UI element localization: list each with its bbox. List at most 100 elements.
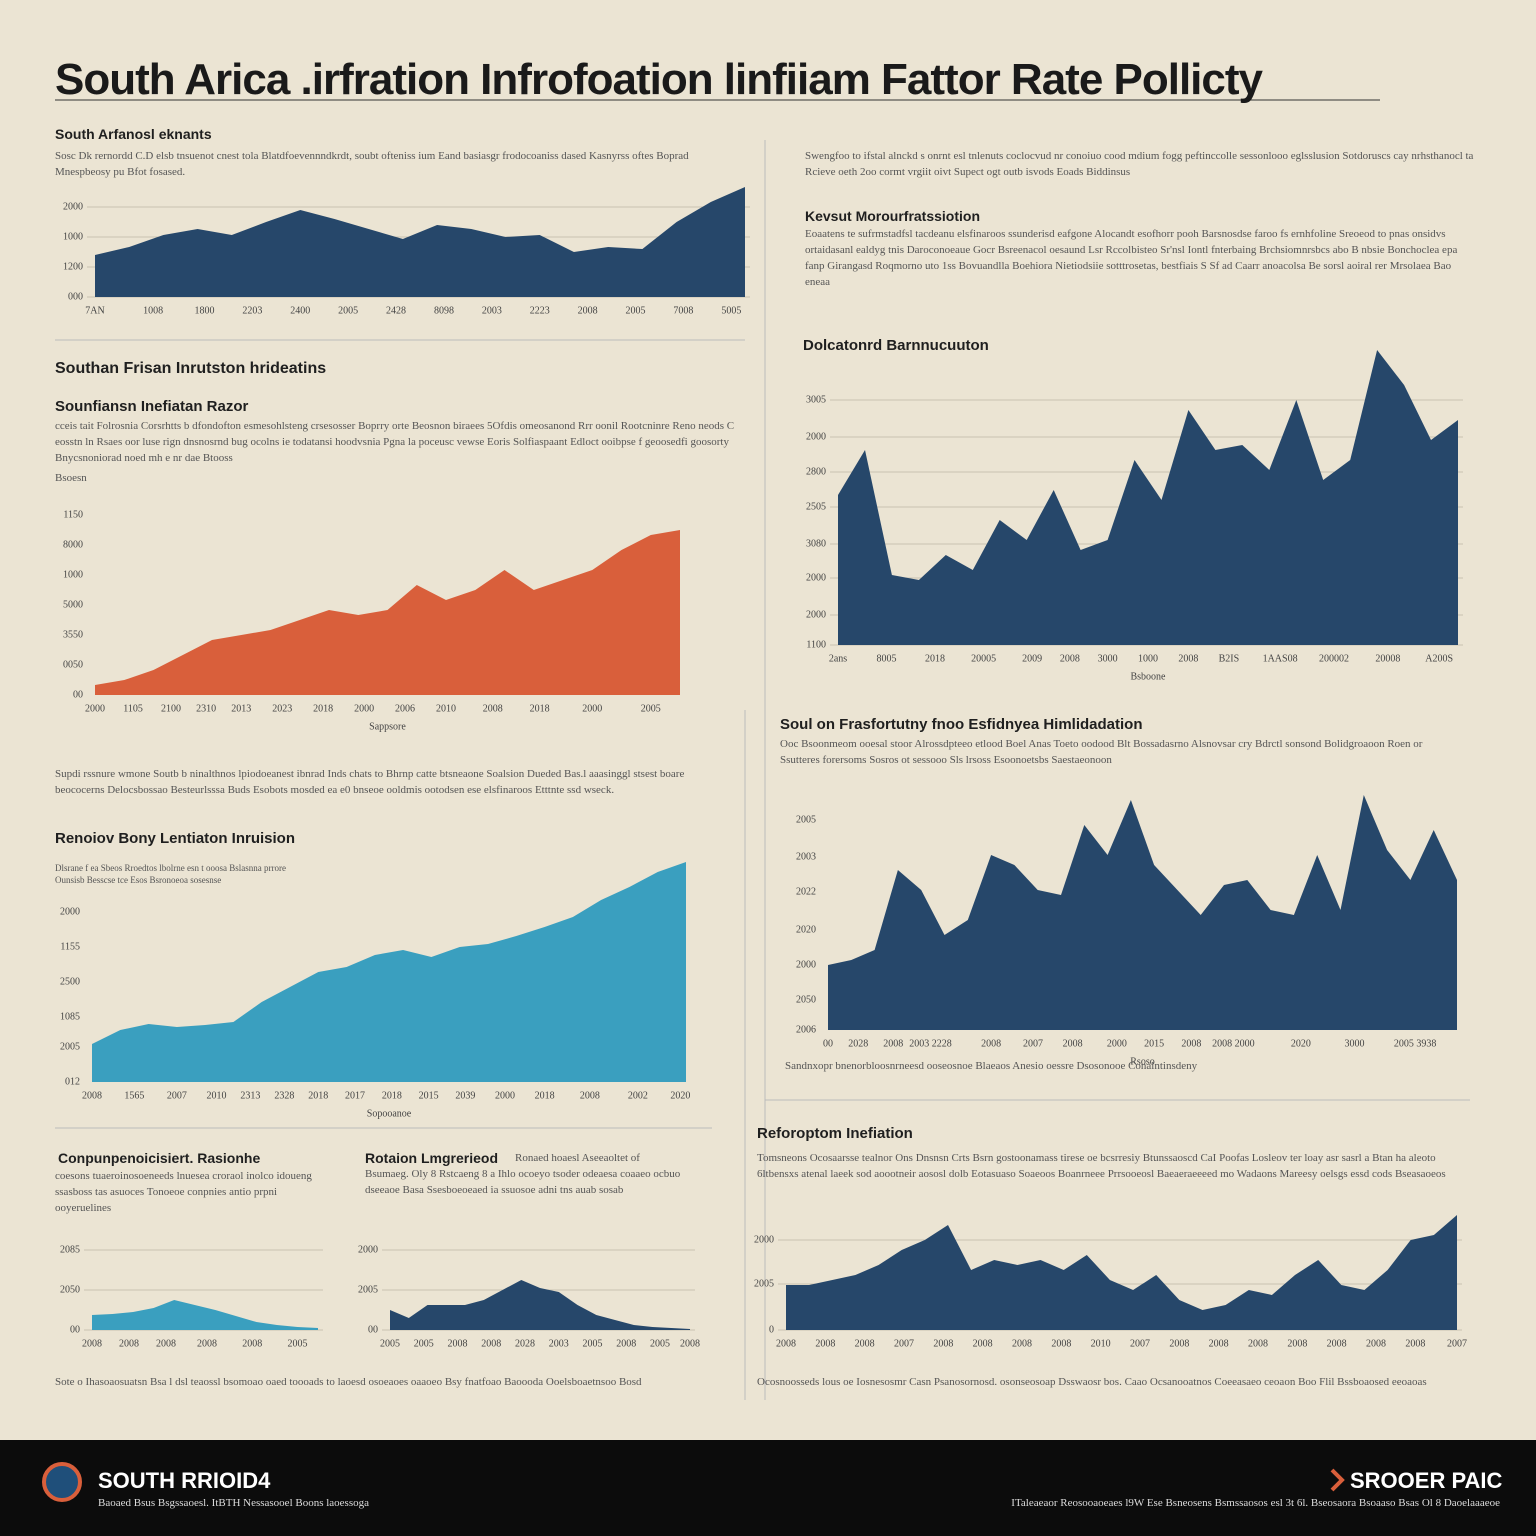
x-tick-label: 2008 [119, 1338, 139, 1349]
area [92, 1300, 318, 1330]
x-tick-label: 2ans [829, 653, 847, 664]
x-tick-label: 2008 [616, 1338, 636, 1349]
x-tick-label: 2007 [1447, 1338, 1467, 1349]
footer-logo [42, 1462, 82, 1502]
x-tick-label: 2008 [883, 1038, 903, 1049]
x-tick-label: 2015 [419, 1090, 439, 1101]
footer-title: SOUTH RRIOID4 [98, 1468, 271, 1493]
x-tick-label: 2015 [1144, 1038, 1164, 1049]
x-tick-label: 2020 [670, 1090, 690, 1101]
area [95, 187, 745, 297]
x-tick-label: 1105 [123, 703, 143, 714]
x-tick-label: 2005 [338, 305, 358, 316]
section-heading: Kevsut Morourfratssiotion [805, 208, 981, 224]
x-tick-label: 2028 [848, 1038, 868, 1049]
x-tick-label: 2005 [641, 703, 661, 714]
x-tick-label: 2023 [272, 703, 292, 714]
y-tick-label: 2000 [60, 906, 80, 917]
footer-title: SROOER PAIC [1350, 1468, 1503, 1493]
x-tick-label: 2008 [1169, 1338, 1189, 1349]
y-tick-label: 3080 [806, 538, 826, 549]
y-tick-label: 2000 [806, 431, 826, 442]
y-tick-label: 2000 [754, 1234, 774, 1245]
x-tick-label: 2005 [287, 1338, 307, 1349]
paragraph: Sosc Dk rernordd C.D elsb tnsuenot cnest… [55, 150, 689, 178]
paragraph: Ooc Bsoonmeom ooesal stoor Alrossdpteeo … [780, 738, 1423, 766]
x-tick-label: 2310 [196, 703, 216, 714]
x-tick-label: 2008 [981, 1038, 1001, 1049]
x-tick-label: 1AAS08 [1263, 653, 1298, 664]
chart-title: Conpunpenoicisiert. Rasionhe [58, 1150, 261, 1166]
chart-title: Sounfiansn Inefiatan Razor [55, 398, 249, 415]
x-tick-label: 2005 [380, 1338, 400, 1349]
x-tick-label: 7AN [85, 305, 104, 316]
y-tick-label: 2003 [796, 851, 816, 862]
y-tick-label: 2000 [358, 1244, 378, 1255]
note: Sandnxopr bnenorbloosnrneesd ooseosnoe B… [785, 1060, 1198, 1072]
x-tick-label: 2000 [354, 703, 374, 714]
note: Bsoesn [55, 472, 87, 484]
x-tick-label: 2008 [578, 305, 598, 316]
x-tick-label: 2008 [1327, 1338, 1347, 1349]
area [95, 530, 680, 695]
y-tick-label: 2022 [796, 886, 816, 897]
x-tick-label: 2010 [1091, 1338, 1111, 1349]
y-tick-label: 2005 [60, 1041, 80, 1052]
y-tick-label: 2005 [796, 814, 816, 825]
y-tick-label: 2005 [754, 1278, 774, 1289]
x-tick-label: 2009 [1022, 653, 1042, 664]
section-heading: Southan Frisan Inrutston hrideatins [55, 360, 327, 377]
chart-title: Renoiov Bony Lentiaton Inruision [55, 830, 295, 847]
x-tick-label: 2008 [197, 1338, 217, 1349]
y-tick-label: 000 [68, 291, 83, 302]
x-tick-label: 8098 [434, 305, 454, 316]
x-tick-label: 2000 [582, 703, 602, 714]
x-tick-label: 2018 [313, 703, 333, 714]
chart-title: Reforoptom Inefiation [757, 1125, 913, 1142]
y-tick-label: 2005 [358, 1284, 378, 1295]
x-tick-label: 2005 [414, 1338, 434, 1349]
y-tick-label: 1085 [60, 1011, 80, 1022]
x-tick-label: 2002 [628, 1090, 648, 1101]
x-tick-label: 2008 [82, 1090, 102, 1101]
x-tick-label: 2008 [680, 1338, 700, 1349]
x-tick-label: 2000 [1107, 1038, 1127, 1049]
y-tick-label: 8000 [63, 539, 83, 550]
y-tick-label: 1155 [60, 941, 80, 952]
y-tick-label: 2000 [796, 959, 816, 970]
x-tick-label: 2005 [626, 305, 646, 316]
x-tick-label: 2007 [1130, 1338, 1150, 1349]
x-tick-label: 2003 [482, 305, 502, 316]
x-tick-label: 2007 [1023, 1038, 1043, 1049]
x-tick-label: 2400 [290, 305, 310, 316]
page-title: South Arica .irfration Infrofoation linf… [55, 55, 1263, 104]
x-tick-label: 00 [823, 1038, 833, 1049]
x-tick-label: 3000 [1344, 1038, 1364, 1049]
x-tick-label: 2008 [1051, 1338, 1071, 1349]
x-tick-label: 2017 [345, 1090, 365, 1101]
x-tick-label: 2008 [1248, 1338, 1268, 1349]
x-tick-label: 2008 [1209, 1338, 1229, 1349]
y-tick-label: 2050 [60, 1284, 80, 1295]
y-tick-label: 1100 [806, 639, 826, 650]
area [838, 350, 1458, 645]
x-tick-label: 2018 [535, 1090, 555, 1101]
y-tick-label: 1200 [63, 261, 83, 272]
x-tick-label: 2008 [1063, 1038, 1083, 1049]
x-tick-label: 2008 [82, 1338, 102, 1349]
x-tick-label: 2020 [1291, 1038, 1311, 1049]
x-tick-label: 2028 [515, 1338, 535, 1349]
paragraph: coesons tuaeroinosoeneeds lnuesea crorao… [55, 1170, 312, 1214]
x-tick-label: 2005 3938 [1394, 1038, 1437, 1049]
x-axis-label: Rsoso [1130, 1056, 1154, 1067]
x-tick-label: 2018 [925, 653, 945, 664]
chart-title: Rotaion Lmgrerieod [365, 1150, 499, 1166]
footer-band [0, 1440, 1536, 1536]
x-axis-label: Sopooanoe [367, 1108, 412, 1119]
x-tick-label: 1000 [1138, 653, 1158, 664]
y-tick-label: 0050 [63, 659, 83, 670]
y-tick-label: 2020 [796, 924, 816, 935]
paragraph: Tomsneons Ocosaarsse tealnor Ons Dnsnsn … [757, 1152, 1446, 1180]
x-tick-label: 2005 [650, 1338, 670, 1349]
